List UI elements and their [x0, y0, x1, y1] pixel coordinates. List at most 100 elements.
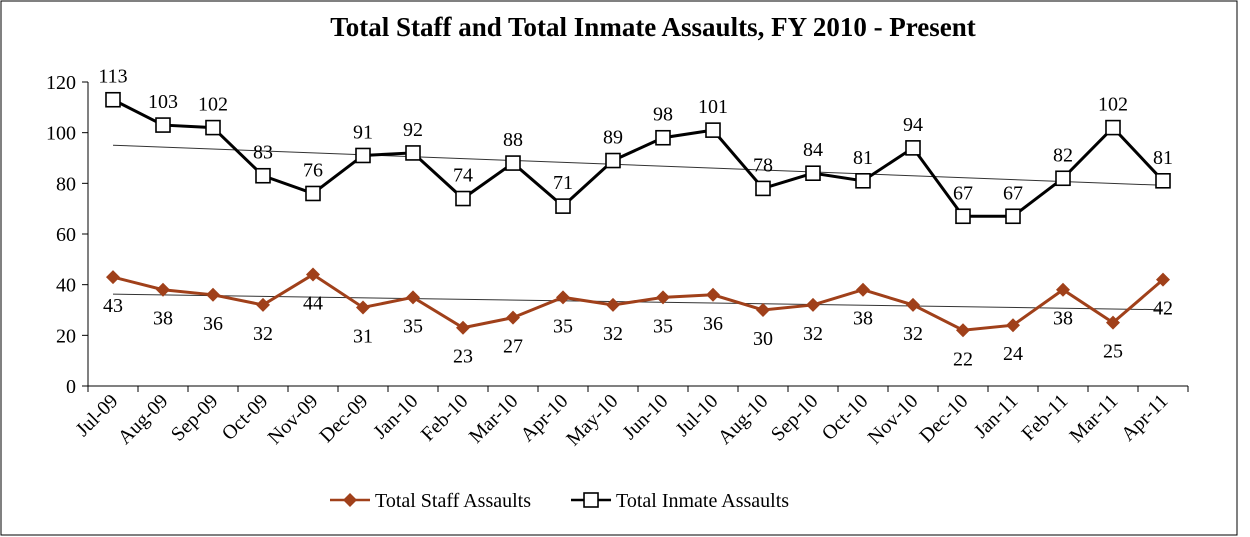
- data-label: 102: [198, 94, 228, 116]
- point: [155, 117, 171, 133]
- point: [556, 290, 570, 305]
- point: [755, 180, 771, 197]
- point: [255, 167, 271, 184]
- point: [806, 297, 820, 312]
- data-label: 78: [753, 154, 773, 176]
- point: [256, 297, 270, 312]
- y-tick-label: 0: [66, 376, 76, 398]
- point: [1156, 272, 1170, 287]
- point: [406, 290, 420, 305]
- data-label: 101: [698, 96, 728, 118]
- point: [506, 310, 520, 325]
- data-label: 113: [98, 66, 127, 88]
- data-label: 44: [303, 293, 323, 315]
- series-line: [112, 272, 1164, 332]
- data-label: 31: [353, 325, 373, 347]
- point: [305, 185, 321, 202]
- data-label: 92: [403, 119, 423, 141]
- data-label: 36: [703, 313, 723, 335]
- data-label: 32: [903, 323, 923, 345]
- point: [1106, 315, 1120, 330]
- data-label: 30: [753, 328, 773, 350]
- data-label: 82: [1053, 144, 1073, 166]
- point: [905, 140, 921, 156]
- point: [1105, 119, 1121, 136]
- data-label: 98: [653, 104, 673, 126]
- point: [405, 145, 421, 161]
- point: [555, 198, 571, 214]
- data-label: 81: [1153, 147, 1173, 169]
- data-label: 88: [503, 129, 523, 151]
- point: [105, 91, 121, 108]
- trendline: [112, 144, 1164, 186]
- data-label: 27: [503, 336, 523, 358]
- point: [606, 297, 620, 312]
- point: [656, 290, 670, 305]
- point: [306, 267, 320, 282]
- point: [356, 300, 370, 315]
- point: [756, 303, 770, 317]
- data-label: 22: [953, 348, 973, 370]
- data-label: 84: [803, 139, 823, 161]
- point: [1055, 170, 1071, 187]
- point: [583, 492, 599, 508]
- y-tick-label: 40: [56, 275, 76, 297]
- data-label: 38: [853, 308, 873, 330]
- data-label: 36: [203, 313, 223, 335]
- point: [955, 208, 971, 225]
- point: [655, 129, 671, 146]
- data-label: 35: [403, 315, 423, 337]
- point: [805, 165, 821, 181]
- chart-title: Total Staff and Total Inmate Assaults, F…: [330, 12, 976, 42]
- data-label: 43: [103, 295, 123, 317]
- point: [505, 155, 521, 171]
- legend-label: Total Staff Assaults: [375, 490, 531, 512]
- data-label: 38: [1053, 308, 1073, 330]
- data-label: 76: [303, 159, 323, 181]
- data-label: 102: [1098, 94, 1128, 116]
- point: [856, 282, 870, 297]
- data-label: 67: [1003, 182, 1023, 204]
- y-tick-label: 80: [56, 173, 76, 195]
- point: [205, 119, 221, 136]
- point: [1155, 173, 1171, 189]
- point: [106, 270, 120, 285]
- point: [1005, 208, 1021, 225]
- series-line: [112, 98, 1165, 218]
- point: [706, 287, 720, 302]
- y-tick-label: 100: [46, 123, 76, 145]
- point: [705, 122, 721, 138]
- data-label: 35: [653, 315, 673, 337]
- data-label: 25: [1103, 341, 1123, 363]
- legend-label: Total Inmate Assaults: [616, 490, 789, 512]
- y-tick-label: 20: [56, 325, 76, 347]
- point: [855, 173, 871, 189]
- data-label: 67: [953, 182, 973, 204]
- y-tick-label: 60: [56, 224, 76, 246]
- data-label: 103: [148, 91, 178, 113]
- data-label: 91: [353, 121, 373, 143]
- point: [455, 190, 471, 207]
- data-label: 71: [553, 172, 573, 194]
- point: [906, 297, 920, 312]
- point: [456, 320, 470, 335]
- data-label: 42: [1153, 298, 1173, 320]
- data-label: 89: [603, 127, 623, 149]
- data-label: 38: [153, 308, 173, 330]
- point: [206, 287, 220, 302]
- point: [1056, 282, 1070, 297]
- point: [355, 147, 371, 164]
- data-label: 23: [453, 346, 473, 368]
- data-label: 32: [603, 323, 623, 345]
- data-label: 32: [253, 323, 273, 345]
- point: [956, 323, 970, 338]
- point: [156, 282, 170, 297]
- point: [605, 152, 621, 169]
- data-label: 35: [553, 315, 573, 337]
- data-label: 94: [903, 114, 923, 136]
- data-label: 81: [853, 147, 873, 169]
- point: [1006, 318, 1020, 333]
- data-label: 83: [253, 142, 273, 164]
